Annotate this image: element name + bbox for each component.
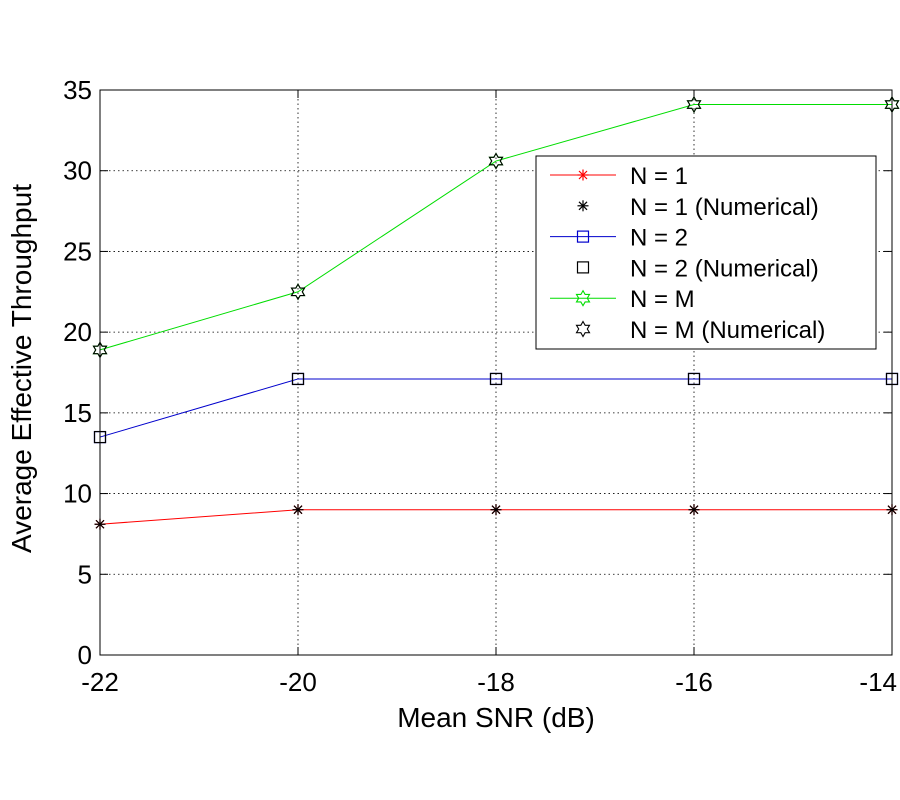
hexagram-marker [575, 320, 591, 338]
legend-entry: N = 2 [550, 225, 688, 252]
asterisk-marker [577, 200, 589, 212]
x-tick-label: -14 [859, 667, 897, 697]
x-tick-label: -20 [279, 667, 317, 697]
legend-label: N = M (Numerical) [630, 317, 825, 344]
data-point [688, 504, 700, 516]
y-tick-label: 20 [63, 317, 92, 347]
data-point [488, 152, 504, 170]
square-marker [576, 261, 590, 274]
data-point [290, 283, 306, 301]
y-tick-label: 15 [63, 398, 92, 428]
legend-label: N = M [630, 286, 695, 313]
tick-marks [99, 89, 893, 656]
data-point [489, 372, 503, 386]
y-tick-label: 10 [63, 479, 92, 509]
legend-entry: N = M [550, 286, 695, 313]
x-axis-label: Mean SNR (dB) [397, 702, 595, 733]
data-point [686, 95, 702, 114]
asterisk-marker [577, 169, 589, 181]
legend-box [535, 155, 877, 350]
y-axis-label: Average Effective Throughput [6, 184, 37, 553]
data-point [291, 372, 305, 386]
data-point [490, 504, 502, 516]
y-tick-label: 35 [63, 75, 92, 105]
x-tick-label: -16 [675, 667, 713, 697]
legend-entry: N = 1 (Numerical) [577, 194, 819, 221]
grid [100, 90, 892, 655]
data-point [687, 372, 701, 386]
series-line [99, 378, 892, 438]
legend-label: N = 2 [630, 225, 688, 252]
y-tick-label: 5 [78, 559, 92, 589]
x-tick-label: -18 [477, 667, 515, 697]
square-marker [576, 230, 590, 243]
series-line [99, 104, 892, 351]
legend-label: N = 1 (Numerical) [630, 194, 819, 221]
legend: N = 1 N = 1 (Numerical) N = 2 N = 2 (Numeri… [535, 155, 877, 350]
y-tick-label: 0 [78, 640, 92, 670]
data-point [292, 504, 304, 516]
y-tick-label: 25 [63, 236, 92, 266]
legend-entry: N = 2 (Numerical) [576, 255, 819, 282]
legend-entry: N = M (Numerical) [575, 317, 825, 344]
x-tick-label: -22 [81, 667, 119, 697]
legend-label: N = 2 (Numerical) [630, 255, 819, 282]
hexagram-marker [575, 289, 591, 307]
tick-labels: -22 -20 -18 -16 -14 0 5 10 15 20 25 30 35 [63, 75, 897, 697]
legend-entry: N = 1 [550, 163, 688, 190]
y-tick-label: 30 [63, 156, 92, 186]
legend-label: N = 1 [630, 163, 688, 190]
